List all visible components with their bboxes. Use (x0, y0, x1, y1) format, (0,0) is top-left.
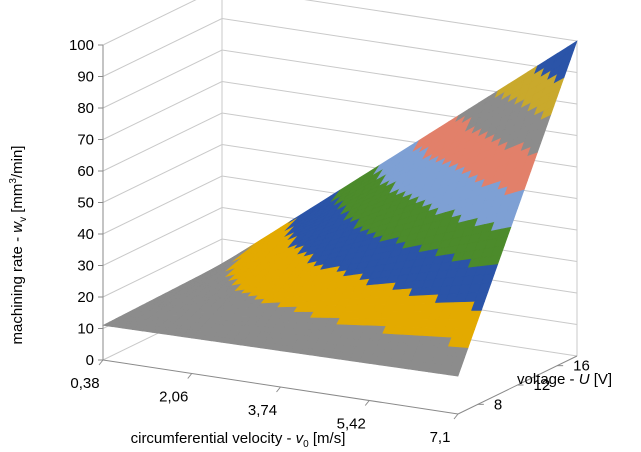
chart-axes: 0 10 20 30 40 50 60 70 80 90 100 0,38 2,06 3,74 5,42 7,… (69, 37, 590, 446)
x-tick-label: 0,38 (70, 375, 99, 392)
x-tick-label: 7,1 (430, 429, 451, 446)
x-tick-mark (276, 386, 281, 393)
z-tick-label: 90 (77, 69, 94, 86)
surface-plot (102, 40, 578, 377)
x-tick-mark (187, 373, 193, 379)
z-tick-label: 70 (77, 132, 94, 149)
z-tick-label: 0 (86, 352, 94, 369)
z-tick-label: 100 (69, 37, 94, 54)
x-axis-label: circumferential velocity - v0 [m/s] (131, 430, 346, 450)
z-axis-label: machining rate - wv [mm3/min] (8, 146, 29, 345)
x-tick-mark (453, 413, 459, 420)
x-tick-label: 5,42 (337, 416, 366, 433)
x-tick-label: 3,74 (248, 402, 277, 419)
y-axis-label: voltage - U [V] (517, 371, 612, 388)
z-tick-label: 30 (77, 258, 94, 275)
y-tick-label: 12 (534, 377, 551, 394)
chart-walls (102, 0, 578, 361)
z-gridline (102, 0, 578, 46)
surface-cell (447, 365, 462, 377)
z-tick-label: 20 (77, 289, 94, 306)
z-tick-label: 50 (77, 195, 94, 212)
z-tick-label: 80 (77, 100, 94, 117)
y-tick-label: 16 (573, 358, 590, 375)
y-tick-label: 8 (494, 396, 502, 413)
x-tick-label: 2,06 (159, 389, 188, 406)
z-tick-label: 40 (77, 226, 94, 243)
z-tick-label: 60 (77, 163, 94, 180)
x-tick-mark (364, 400, 370, 406)
x-tick-mark (98, 359, 104, 366)
z-tick-label: 10 (77, 321, 94, 338)
